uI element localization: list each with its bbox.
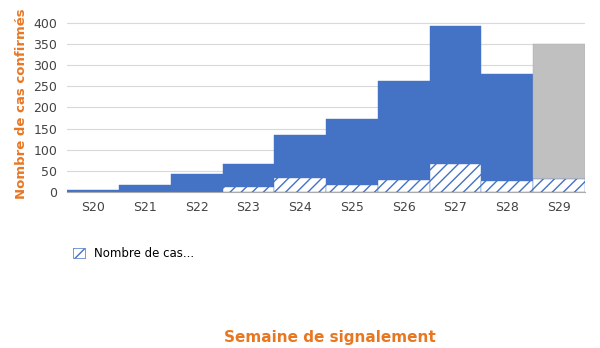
Bar xyxy=(171,174,223,191)
Bar xyxy=(533,45,585,191)
Bar xyxy=(223,187,274,191)
Bar xyxy=(119,185,171,191)
Bar xyxy=(67,190,119,191)
Bar xyxy=(533,179,585,191)
Bar xyxy=(326,185,378,191)
Bar xyxy=(430,164,481,191)
Bar xyxy=(378,180,430,191)
Bar xyxy=(274,178,326,191)
Bar xyxy=(326,119,378,191)
Legend: Nombre de cas...: Nombre de cas... xyxy=(73,247,194,260)
Bar xyxy=(223,164,274,191)
Bar xyxy=(481,181,533,191)
Bar xyxy=(378,81,430,191)
Text: Semaine de signalement: Semaine de signalement xyxy=(224,330,436,345)
Bar xyxy=(430,26,481,191)
Bar xyxy=(274,135,326,191)
Y-axis label: Nombre de cas confirmés: Nombre de cas confirmés xyxy=(15,8,28,199)
Bar xyxy=(481,74,533,191)
